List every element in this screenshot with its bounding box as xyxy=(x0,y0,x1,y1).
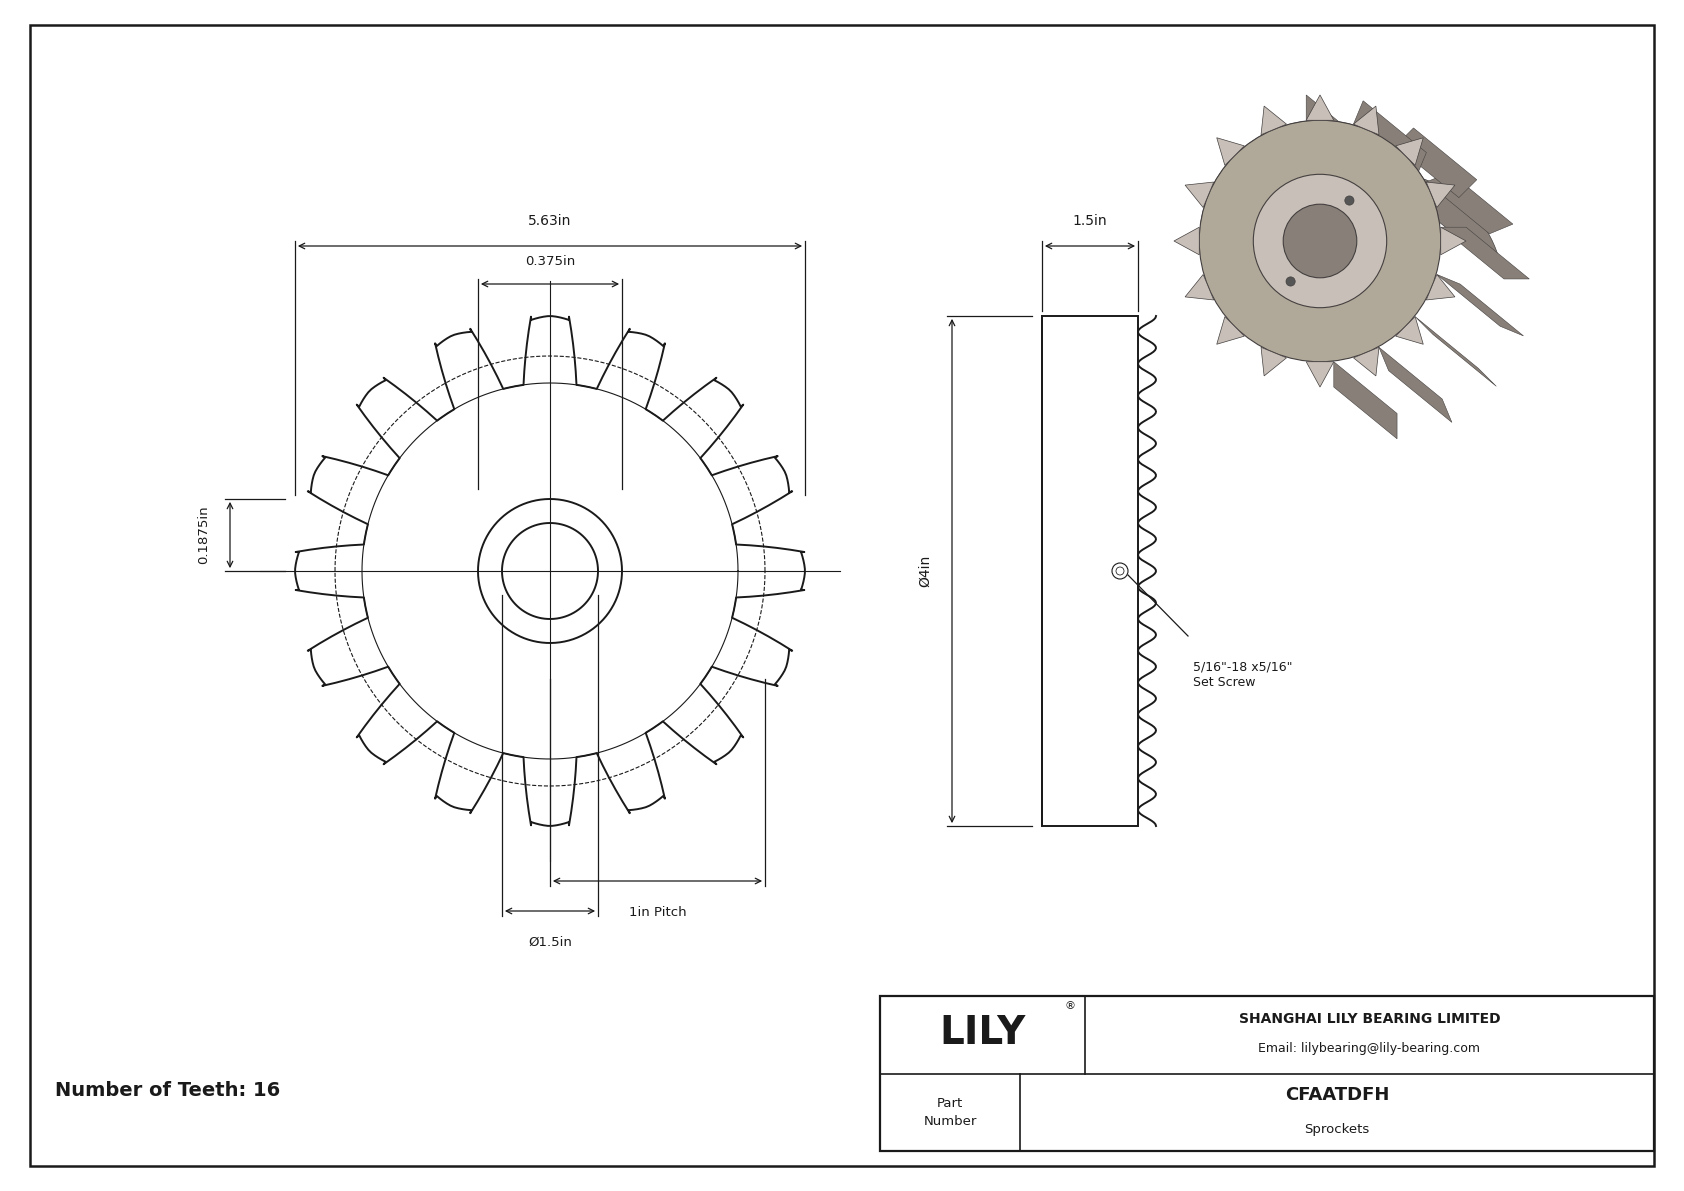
Polygon shape xyxy=(1426,182,1455,207)
Circle shape xyxy=(1283,204,1357,278)
Polygon shape xyxy=(1396,138,1423,166)
Text: Ø1.5in: Ø1.5in xyxy=(529,936,573,949)
Text: 0.375in: 0.375in xyxy=(525,255,576,268)
Text: 0.1875in: 0.1875in xyxy=(197,506,210,565)
Polygon shape xyxy=(1186,274,1214,300)
Polygon shape xyxy=(1261,106,1287,135)
Polygon shape xyxy=(1396,317,1423,344)
Polygon shape xyxy=(1186,182,1214,207)
Text: Part
Number: Part Number xyxy=(923,1097,977,1128)
Text: ®: ® xyxy=(1064,1000,1076,1011)
Polygon shape xyxy=(1261,348,1287,376)
Text: CFAATDFH: CFAATDFH xyxy=(1285,1086,1389,1104)
Polygon shape xyxy=(1307,362,1334,387)
Text: Ø4in: Ø4in xyxy=(918,555,931,587)
Polygon shape xyxy=(1354,101,1426,176)
Circle shape xyxy=(1346,197,1354,205)
Polygon shape xyxy=(1307,95,1334,120)
Text: SHANGHAI LILY BEARING LIMITED: SHANGHAI LILY BEARING LIMITED xyxy=(1239,1011,1500,1025)
Text: LILY: LILY xyxy=(940,1014,1026,1052)
Bar xyxy=(881,996,1654,1151)
Text: Sprockets: Sprockets xyxy=(1305,1123,1369,1136)
Polygon shape xyxy=(1436,274,1524,336)
Polygon shape xyxy=(1379,348,1452,423)
Text: 1.5in: 1.5in xyxy=(1073,214,1108,227)
Polygon shape xyxy=(1218,138,1244,166)
Text: 5/16"-18 x5/16"
Set Screw: 5/16"-18 x5/16" Set Screw xyxy=(1192,661,1293,690)
Polygon shape xyxy=(1354,348,1379,376)
Polygon shape xyxy=(1218,317,1244,344)
Polygon shape xyxy=(1201,120,1502,274)
Polygon shape xyxy=(1396,127,1477,198)
Circle shape xyxy=(1199,120,1442,362)
Polygon shape xyxy=(1354,106,1379,135)
Polygon shape xyxy=(1426,274,1455,300)
Circle shape xyxy=(1287,276,1295,286)
Text: Number of Teeth: 16: Number of Teeth: 16 xyxy=(56,1081,280,1100)
Polygon shape xyxy=(1174,227,1199,255)
Text: 5.63in: 5.63in xyxy=(529,214,571,227)
Polygon shape xyxy=(1442,227,1467,255)
Text: Email: lilybearing@lily-bearing.com: Email: lilybearing@lily-bearing.com xyxy=(1258,1042,1480,1055)
Text: 1in Pitch: 1in Pitch xyxy=(628,906,687,919)
Polygon shape xyxy=(1415,317,1497,386)
Polygon shape xyxy=(1334,362,1398,438)
Circle shape xyxy=(1253,174,1386,307)
Polygon shape xyxy=(1307,95,1369,172)
Polygon shape xyxy=(1426,173,1512,233)
Bar xyxy=(1042,316,1138,827)
Polygon shape xyxy=(1442,227,1529,279)
